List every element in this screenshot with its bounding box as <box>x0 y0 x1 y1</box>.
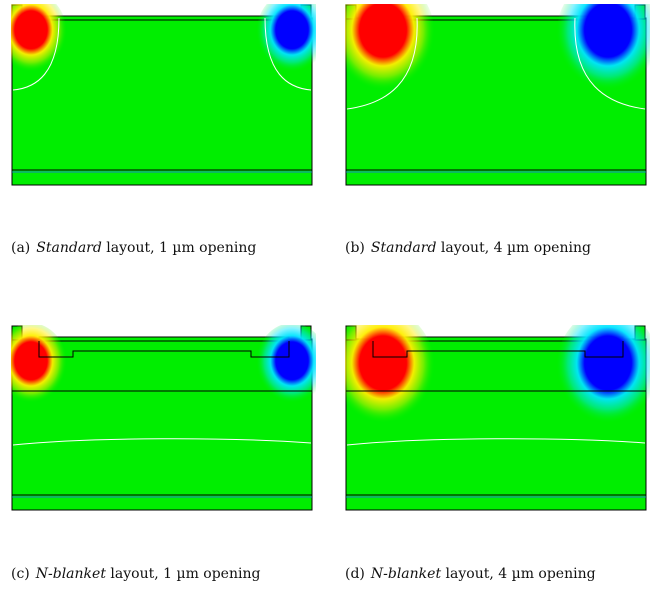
caption-layout-d: N-blanket <box>371 566 441 582</box>
simulation-map-d <box>345 325 650 511</box>
simulation-map-b <box>345 4 650 186</box>
top-oxide-c <box>39 337 289 341</box>
panel-c: (c) N-blanket layout, 1 µm opening <box>11 325 316 610</box>
caption-text-d: layout, 4 µm opening <box>446 566 596 582</box>
caption-label-c: (c) <box>11 566 30 582</box>
simulation-map-a <box>11 4 316 186</box>
panel-b: (b) Standard layout, 4 µm opening <box>345 4 650 284</box>
caption-b: (b) Standard layout, 4 µm opening <box>345 240 635 257</box>
caption-label-b: (b) <box>345 240 365 256</box>
caption-layout-a: Standard <box>36 240 102 256</box>
caption-layout-c: N-blanket <box>36 566 106 582</box>
caption-c: (c) N-blanket layout, 1 µm opening <box>11 566 301 583</box>
simulation-map-c <box>11 325 316 511</box>
caption-text-a: layout, 1 µm opening <box>106 240 256 256</box>
panel-a: (a) Standard layout, 1 µm opening <box>11 4 316 284</box>
caption-a: (a) Standard layout, 1 µm opening <box>11 240 301 257</box>
panel-d: (d) N-blanket layout, 4 µm opening <box>345 325 650 610</box>
caption-d: (d) N-blanket layout, 4 µm opening <box>345 566 635 583</box>
caption-layout-b: Standard <box>371 240 437 256</box>
caption-label-d: (d) <box>345 566 365 582</box>
caption-text-b: layout, 4 µm opening <box>441 240 591 256</box>
top-oxide-a <box>39 16 289 20</box>
caption-label-a: (a) <box>11 240 30 256</box>
caption-text-c: layout, 1 µm opening <box>110 566 260 582</box>
